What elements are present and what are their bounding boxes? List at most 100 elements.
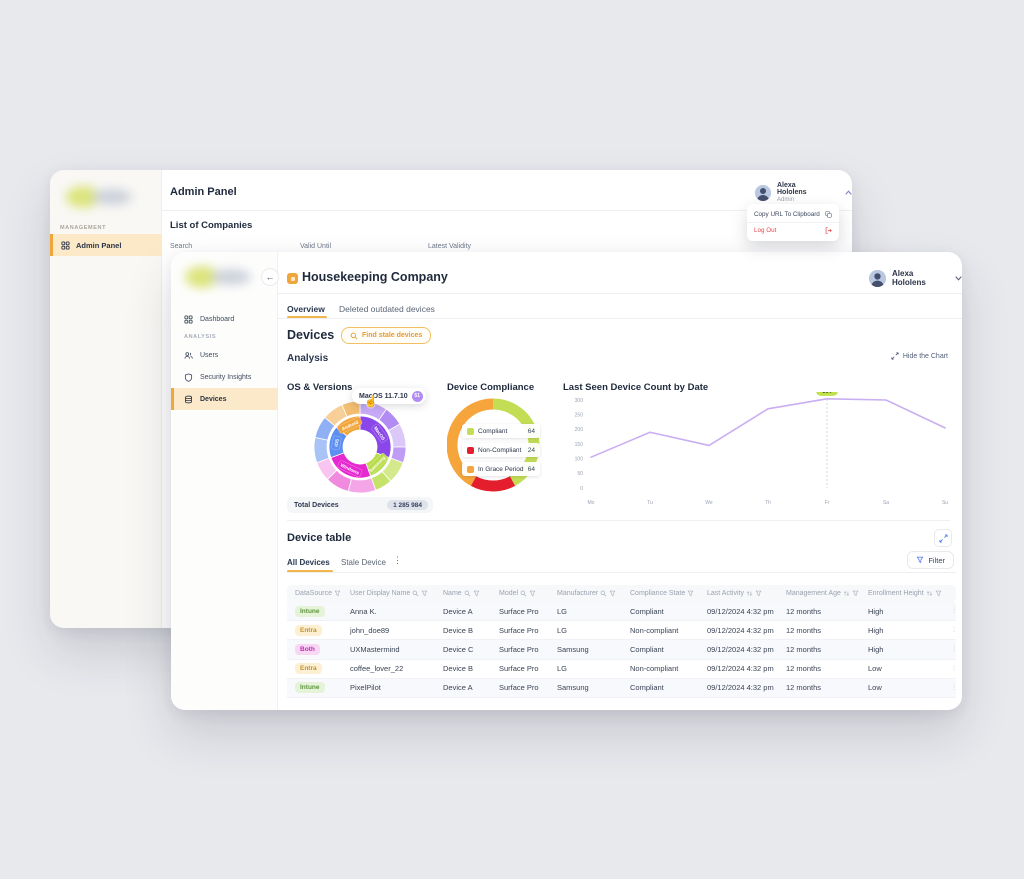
sort-icon[interactable] [843, 590, 850, 597]
table-tabs-divider [287, 572, 956, 573]
legend-swatch [467, 446, 474, 454]
column-header-enrollment-height[interactable]: Enrollment Height [868, 590, 956, 597]
row-menu-icon[interactable]: ⋮ [951, 627, 957, 634]
tab-deleted-outdated-devices[interactable]: Deleted outdated devices [339, 304, 435, 314]
cell-model: Surface Pro [499, 644, 539, 654]
search-icon[interactable] [464, 590, 471, 597]
filter-icon[interactable] [852, 590, 859, 597]
tooltip-label: MacOS 11.7.10 [359, 392, 408, 400]
legend-item-in-grace-period: In Grace Period 64 [462, 462, 540, 476]
filter-icon[interactable] [529, 590, 536, 597]
sort-icon[interactable] [746, 590, 753, 597]
sidebar-item-security-insights[interactable]: Security Insights [171, 366, 278, 388]
analysis-heading: Analysis [287, 353, 329, 364]
table-row[interactable]: Intune Anna K. Device A Surface Pro LG Compli… [287, 602, 957, 622]
table-tabs-menu-icon[interactable]: ⋮ [393, 555, 402, 565]
hide-chart-toggle[interactable]: Hide the Chart [891, 352, 948, 360]
cell-compliance: Compliant [630, 644, 664, 654]
sidebar-item-devices[interactable]: Devices [171, 388, 278, 410]
sidebar-section-label: MANAGEMENT [60, 225, 107, 231]
sort-icon[interactable] [926, 590, 933, 597]
tab-all-devices[interactable]: All Devices [287, 558, 330, 567]
filter-button[interactable]: Filter [907, 551, 954, 569]
row-menu-icon[interactable]: ⋮ [951, 646, 957, 653]
grid-icon [61, 240, 70, 250]
admin-sidebar: MANAGEMENT Admin Panel [50, 170, 162, 628]
sidebar-item-dashboard[interactable]: Dashboard [171, 308, 278, 330]
column-header-compliance-state[interactable]: Compliance State [630, 590, 707, 597]
user-name: Alexa Hololens [777, 182, 807, 196]
cell-height: Low [868, 664, 882, 674]
table-body: Intune Anna K. Device A Surface Pro LG Compli… [287, 602, 957, 698]
legend-swatch [467, 427, 474, 435]
column-label: Last Activity [707, 590, 744, 597]
user-menu-trigger[interactable]: Alexa Hololens [869, 269, 962, 287]
row-menu-icon[interactable]: ⋮ [951, 608, 957, 614]
filter-icon[interactable] [609, 590, 616, 597]
column-header-model[interactable]: Model [499, 590, 557, 597]
filter-icon[interactable] [421, 590, 428, 597]
column-label: Manufacturer [557, 590, 599, 597]
svg-text:100: 100 [575, 456, 584, 462]
table-row[interactable]: Both UXMastermind Device C Surface Pro Samsu… [287, 640, 957, 660]
devices-icon [184, 395, 193, 404]
column-header-user-display-name[interactable]: User Display Name [350, 590, 443, 597]
column-header-manufacturer[interactable]: Manufacturer [557, 590, 630, 597]
svg-text:Th: Th [765, 500, 771, 506]
filter-icon[interactable] [687, 590, 694, 597]
column-header-management-age[interactable]: Management Age [786, 590, 868, 597]
cell-user: Anna K. [350, 606, 377, 616]
datasource-badge: Both [295, 643, 320, 655]
cell-compliance: Compliant [630, 606, 664, 616]
menu-item-copy-url[interactable]: Copy URL To Clipboard [747, 207, 839, 222]
svg-text:Tu: Tu [647, 500, 653, 506]
tab-overview[interactable]: Overview [287, 304, 325, 314]
search-icon[interactable] [600, 590, 607, 597]
svg-text:0: 0 [580, 486, 583, 492]
logout-icon [825, 227, 832, 234]
search-icon[interactable] [520, 590, 527, 597]
dashboard-icon [184, 314, 193, 324]
sidebar-item-admin-panel[interactable]: Admin Panel [50, 234, 162, 256]
svg-text:Mo: Mo [588, 500, 595, 506]
menu-item-log-out[interactable]: Log Out [747, 222, 839, 238]
filter-icon[interactable] [334, 590, 341, 597]
last-seen-line-chart[interactable]: 300 250 200 150 100 50 0 Mo Tu We Th Fr Sa Su 304 [563, 392, 953, 512]
header-divider [162, 210, 852, 211]
user-dropdown-menu: Copy URL To Clipboard Log Out [747, 204, 839, 241]
cell-last_activity: 09/12/2024 4:32 pm [707, 606, 774, 616]
column-header-last-activity[interactable]: Last Activity [707, 590, 786, 597]
table-row[interactable]: Intune PixelPilot Device A Surface Pro Samsu… [287, 678, 957, 698]
user-menu-trigger[interactable]: Alexa Hololens Admin [755, 182, 852, 203]
sidebar-item-label: Devices [200, 395, 227, 403]
filter-icon[interactable] [755, 590, 762, 597]
table-row[interactable]: Entra coffee_lover_22 Device B Surface Pro L… [287, 660, 957, 679]
column-label: User Display Name [350, 590, 411, 597]
column-header-datasource[interactable]: DataSource [295, 590, 350, 597]
shield-icon [184, 372, 193, 382]
row-menu-icon[interactable]: ⋮ [951, 665, 957, 672]
find-stale-devices-button[interactable]: Find stale devices [341, 327, 432, 344]
collapse-sidebar-button[interactable]: ← [261, 268, 279, 286]
cell-name: Device B [443, 664, 474, 674]
filter-icon[interactable] [935, 590, 942, 597]
search-icon[interactable] [412, 590, 419, 597]
device-compliance-chart-title: Device Compliance [447, 382, 535, 393]
cell-last_activity: 09/12/2024 4:32 pm [707, 644, 774, 654]
cell-user: PixelPilot [350, 683, 381, 693]
svg-text:Su: Su [942, 500, 948, 506]
svg-text:304: 304 [822, 392, 832, 395]
column-header-name[interactable]: Name [443, 590, 499, 597]
svg-text:300: 300 [575, 398, 584, 404]
table-row[interactable]: Entra john_doe89 Device B Surface Pro LG Non-… [287, 621, 957, 641]
datasource-badge: Intune [295, 605, 325, 617]
total-devices-value: 1 285 984 [387, 500, 428, 510]
sidebar-item-users[interactable]: Users [171, 344, 278, 366]
filter-icon[interactable] [473, 590, 480, 597]
expand-table-button[interactable] [934, 529, 952, 547]
row-menu-icon[interactable]: ⋮ [951, 684, 957, 691]
tab-stale-device[interactable]: Stale Device [341, 558, 386, 567]
legend-item-non-compliant: Non-Compliant 24 [462, 443, 540, 457]
legend-swatch [467, 465, 474, 473]
